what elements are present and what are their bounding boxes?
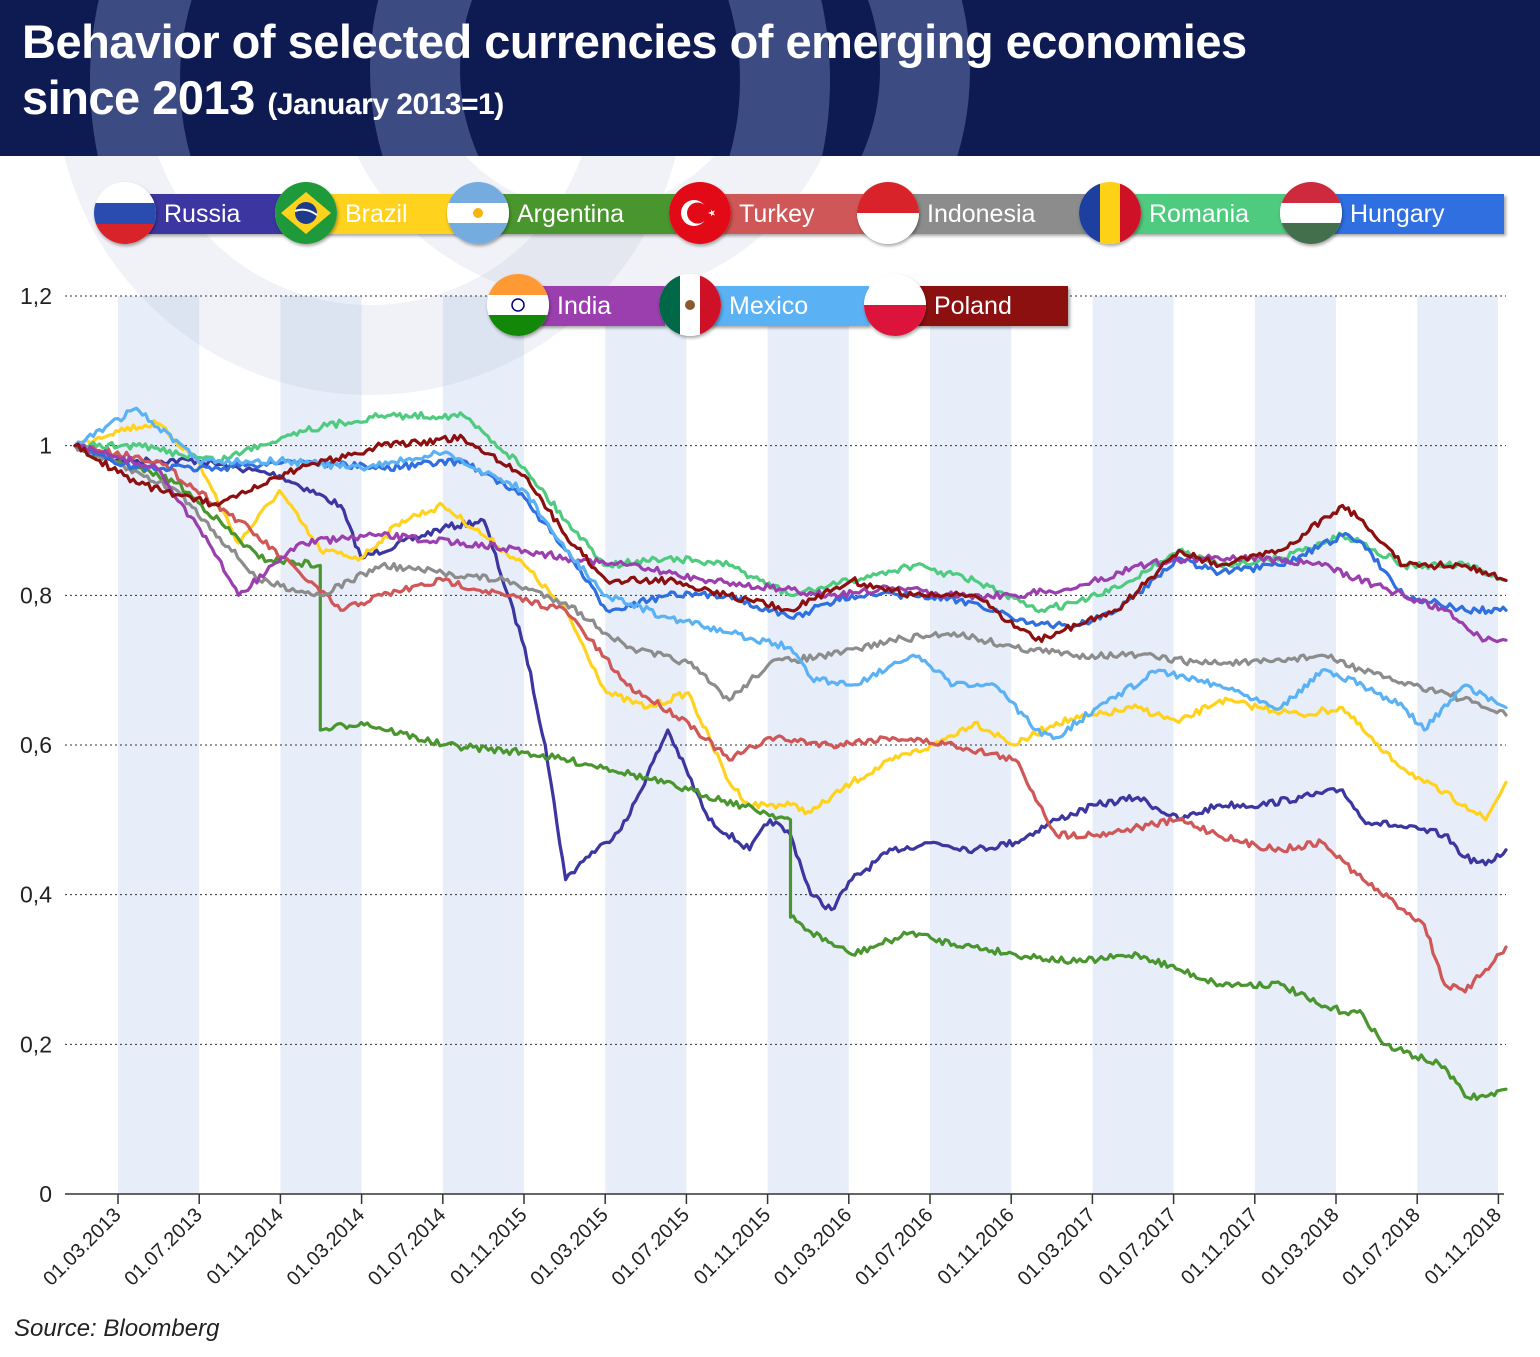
line-chart: 00,20,40,60,811,2 01.03.201301.07.201301…	[20, 156, 1508, 1290]
chart-watermark	[64, 156, 822, 395]
title-line1: Behavior of selected currencies of emerg…	[22, 15, 1247, 68]
y-tick-label: 0	[39, 1181, 52, 1207]
y-tick-labels: 0 0,2 0,4 0,6 0,8 1 1,2	[20, 283, 52, 1207]
watermark-ring	[358, 156, 822, 300]
decorative-ring	[370, 0, 970, 156]
russia-flag-icon	[94, 182, 156, 244]
legend-label: Turkey	[713, 194, 871, 234]
legend-label: Indonesia	[901, 194, 1093, 234]
y-tick-label: 1,2	[20, 283, 52, 309]
legend-label: Argentina	[491, 194, 681, 234]
x-tick-label: 01.07.2018	[1338, 1204, 1424, 1290]
legend-label: Mexico	[703, 286, 869, 326]
y-tick-label: 1	[39, 433, 52, 459]
mexico-flag-icon	[659, 274, 721, 336]
x-tick-label: 01.07.2017	[1095, 1204, 1181, 1290]
romania-flag-icon	[1079, 182, 1141, 244]
x-tick-label: 01.03.2014	[283, 1204, 369, 1290]
x-tick-label: 01.11.2018	[1421, 1204, 1506, 1289]
watermark-ring	[64, 156, 676, 395]
india-flag-icon	[487, 274, 549, 336]
y-tick-label: 0,4	[20, 882, 52, 908]
x-tick-label: 01.03.2018	[1257, 1204, 1343, 1290]
x-tick-label: 01.03.2015	[526, 1204, 612, 1290]
turkey-flag-icon	[669, 182, 731, 244]
hungary-flag-icon	[1280, 182, 1342, 244]
x-tick-label: 01.03.2013	[39, 1204, 125, 1290]
y-tick-label: 0,8	[20, 582, 52, 608]
series-line-poland	[73, 433, 1508, 644]
legend-label: Hungary	[1324, 194, 1504, 234]
legend-label: Russia	[138, 194, 288, 234]
x-tick-label: 01.07.2013	[120, 1204, 206, 1290]
header-banner: Behavior of selected currencies of emerg…	[0, 0, 1540, 156]
chart-subtitle: (January 2013=1)	[267, 88, 504, 121]
argentina-flag-icon	[447, 182, 509, 244]
x-tick-label: 01.03.2017	[1014, 1204, 1100, 1290]
legend-label: Romania	[1123, 194, 1295, 234]
brazil-flag-icon	[275, 182, 337, 244]
series-line-indonesia	[73, 444, 1508, 717]
legend-label: India	[531, 286, 665, 326]
x-tick-label: 01.11.2016	[933, 1204, 1018, 1289]
poland-flag-icon	[864, 274, 926, 336]
x-tick-label: 01.11.2017	[1177, 1204, 1262, 1289]
legend-label: Poland	[908, 286, 1068, 326]
source-note: Source: Bloomberg	[14, 1315, 220, 1342]
y-tick-label: 0,2	[20, 1031, 52, 1057]
x-tick-label: 01.07.2015	[608, 1204, 694, 1290]
x-tick-label: 01.11.2015	[690, 1204, 775, 1289]
series-lines	[73, 406, 1508, 1101]
chart-title: Behavior of selected currencies of emerg…	[22, 14, 1247, 133]
series-line-india	[73, 443, 1508, 644]
title-line2: since 2013	[22, 71, 255, 124]
indonesia-flag-icon	[857, 182, 919, 244]
x-tick-label: 01.03.2016	[770, 1204, 856, 1290]
series-line-turkey	[73, 442, 1508, 994]
title-line2-wrapper: since 2013 (January 2013=1)	[22, 70, 1247, 133]
series-line-argentina	[73, 444, 1508, 1101]
legend-label: Brazil	[319, 194, 461, 234]
x-tick-label: 01.07.2016	[851, 1204, 937, 1290]
x-tick-label: 01.11.2015	[446, 1204, 531, 1289]
y-tick-label: 0,6	[20, 732, 52, 758]
series-line-russia	[73, 441, 1508, 912]
x-tick-label: 01.11.2014	[203, 1204, 288, 1289]
axes	[65, 1193, 1504, 1204]
x-tick-label: 01.07.2014	[364, 1204, 450, 1290]
x-tick-labels: 01.03.201301.07.201301.11.201401.03.2014…	[39, 1204, 1506, 1290]
